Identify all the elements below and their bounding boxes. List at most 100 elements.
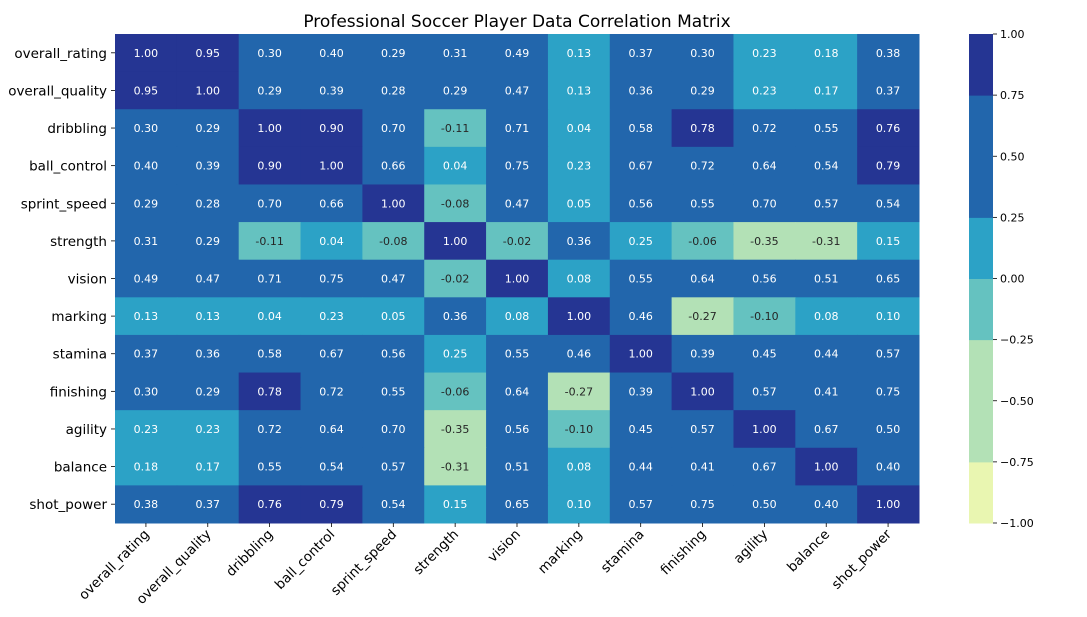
heatmap-cell: [733, 184, 796, 223]
heatmap-cell: [176, 259, 240, 298]
heatmap-cell: [486, 485, 549, 524]
row-label: sprint_speed: [21, 196, 107, 212]
heatmap-cell: [795, 222, 858, 261]
cell-value-label: 1.00: [567, 310, 592, 323]
cell-value-label: 0.49: [134, 273, 159, 286]
cell-value-label: 0.31: [443, 47, 468, 60]
cell-value-label: 0.51: [814, 273, 839, 286]
heatmap-cell: [362, 184, 425, 223]
cell-value-label: 0.13: [134, 310, 159, 323]
cell-value-label: -0.02: [503, 235, 531, 248]
cell-value-label: 0.40: [319, 47, 344, 60]
cell-value-label: 0.41: [814, 385, 839, 398]
cell-value-label: 0.75: [319, 273, 344, 286]
column-label: strength: [410, 527, 462, 579]
heatmap-cell: [238, 297, 302, 336]
heatmap-cell: [238, 410, 302, 449]
cell-value-label: 0.17: [814, 84, 839, 97]
cell-value-label: 0.55: [505, 348, 530, 361]
colorbar-tick-label: −1.00: [1000, 517, 1034, 530]
heatmap-cell: [609, 447, 673, 486]
heatmap-cell: [238, 71, 302, 110]
heatmap-cell: [733, 447, 796, 486]
heatmap-cell: [671, 259, 734, 298]
heatmap-cell: [176, 184, 240, 223]
heatmap-cell: [362, 71, 425, 110]
heatmap-cell: [857, 184, 920, 223]
cell-value-label: 1.00: [196, 84, 221, 97]
cell-value-label: 0.40: [876, 461, 901, 474]
heatmap-cell: [486, 410, 549, 449]
cell-value-label: 0.67: [628, 160, 653, 173]
cell-value-label: 0.70: [257, 197, 282, 210]
cell-value-label: 0.70: [381, 423, 406, 436]
heatmap-cell: [424, 259, 487, 298]
cell-value-label: 0.37: [196, 498, 221, 511]
heatmap-cell: [547, 34, 611, 73]
cell-value-label: -0.10: [565, 423, 593, 436]
cell-value-label: 0.57: [814, 197, 839, 210]
heatmap-cell: [857, 109, 920, 148]
row-label: marking: [51, 309, 107, 325]
cell-value-label: 0.29: [690, 84, 715, 97]
column-label: dribbling: [223, 527, 276, 580]
colorbar-segment: [969, 95, 993, 218]
heatmap-cell: [362, 146, 425, 185]
heatmap-cell: [733, 410, 796, 449]
row-label: finishing: [50, 384, 107, 400]
cell-value-label: 0.29: [196, 122, 221, 135]
cell-value-label: 0.41: [690, 461, 715, 474]
cell-value-label: 0.90: [257, 160, 282, 173]
heatmap-cell: [362, 447, 425, 486]
heatmap-cell: [733, 259, 796, 298]
cell-value-label: 1.00: [134, 47, 159, 60]
cell-value-label: 0.05: [381, 310, 406, 323]
heatmap-cell: [857, 71, 920, 110]
heatmap-cell: [609, 410, 673, 449]
heatmap-cell: [671, 410, 734, 449]
cell-value-label: 0.57: [628, 498, 653, 511]
heatmap-cell: [609, 184, 673, 223]
row-label: overall_quality: [8, 83, 107, 99]
cell-value-label: 0.57: [752, 385, 777, 398]
heatmap-cell: [362, 334, 425, 374]
heatmap-cell: [176, 34, 240, 73]
cell-value-label: 0.36: [628, 84, 653, 97]
cell-value-label: 0.54: [876, 197, 901, 210]
cell-value-label: 0.08: [567, 273, 592, 286]
heatmap-cell: [795, 71, 858, 110]
heatmap-cell: [238, 334, 302, 374]
colorbar-tick-label: −0.75: [1000, 456, 1034, 469]
cell-value-label: 0.75: [505, 160, 530, 173]
cell-value-label: 0.56: [505, 423, 530, 436]
cell-value-label: 0.29: [196, 235, 221, 248]
heatmap-cell: [362, 372, 425, 411]
cell-value-label: 0.37: [876, 84, 901, 97]
heatmap-cell: [671, 447, 734, 486]
heatmap-cell: [115, 334, 178, 374]
cell-value-label: 0.10: [567, 498, 592, 511]
heatmap-cell: [300, 146, 363, 185]
cell-value-label: 0.39: [628, 385, 653, 398]
heatmap-cell: [238, 34, 302, 73]
heatmap-cell: [671, 334, 734, 374]
cell-value-label: 1.00: [319, 160, 344, 173]
cell-value-label: 0.30: [134, 385, 159, 398]
cell-value-label: -0.06: [688, 235, 716, 248]
cell-value-label: 0.15: [443, 498, 468, 511]
cell-value-label: 0.76: [876, 122, 901, 135]
heatmap-cell: [300, 184, 363, 223]
cell-value-label: 0.54: [319, 461, 344, 474]
heatmap-cell: [176, 71, 240, 110]
cell-value-label: 0.49: [505, 47, 530, 60]
cell-value-label: 1.00: [443, 235, 468, 248]
heatmap-cell: [609, 71, 673, 110]
heatmap-cell: [486, 447, 549, 486]
cell-value-label: 0.40: [814, 498, 839, 511]
cell-value-label: 0.79: [876, 160, 901, 173]
cell-value-label: 0.57: [381, 461, 406, 474]
cell-value-label: 0.13: [567, 84, 592, 97]
heatmap-cell: [115, 297, 178, 336]
